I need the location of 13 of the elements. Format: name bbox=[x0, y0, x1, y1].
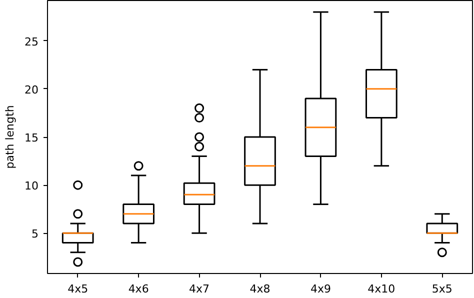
y-tick-label: 20 bbox=[24, 83, 39, 96]
x-tick-label: 4x9 bbox=[310, 282, 331, 296]
y-tick-label: 15 bbox=[24, 132, 39, 144]
y-axis-title: path length bbox=[4, 105, 17, 169]
y-tick-label: 25 bbox=[24, 35, 39, 48]
x-tick-label: 4x6 bbox=[128, 282, 149, 296]
x-tick-label: 4x5 bbox=[68, 282, 88, 296]
x-tick-label: 4x7 bbox=[189, 282, 210, 296]
x-tick-label: 5x5 bbox=[432, 282, 452, 296]
y-tick-label: 10 bbox=[24, 180, 39, 193]
y-tick-label: 5 bbox=[32, 228, 38, 241]
x-tick-label: 4x8 bbox=[250, 282, 270, 296]
x-tick-label: 4x10 bbox=[368, 282, 396, 296]
